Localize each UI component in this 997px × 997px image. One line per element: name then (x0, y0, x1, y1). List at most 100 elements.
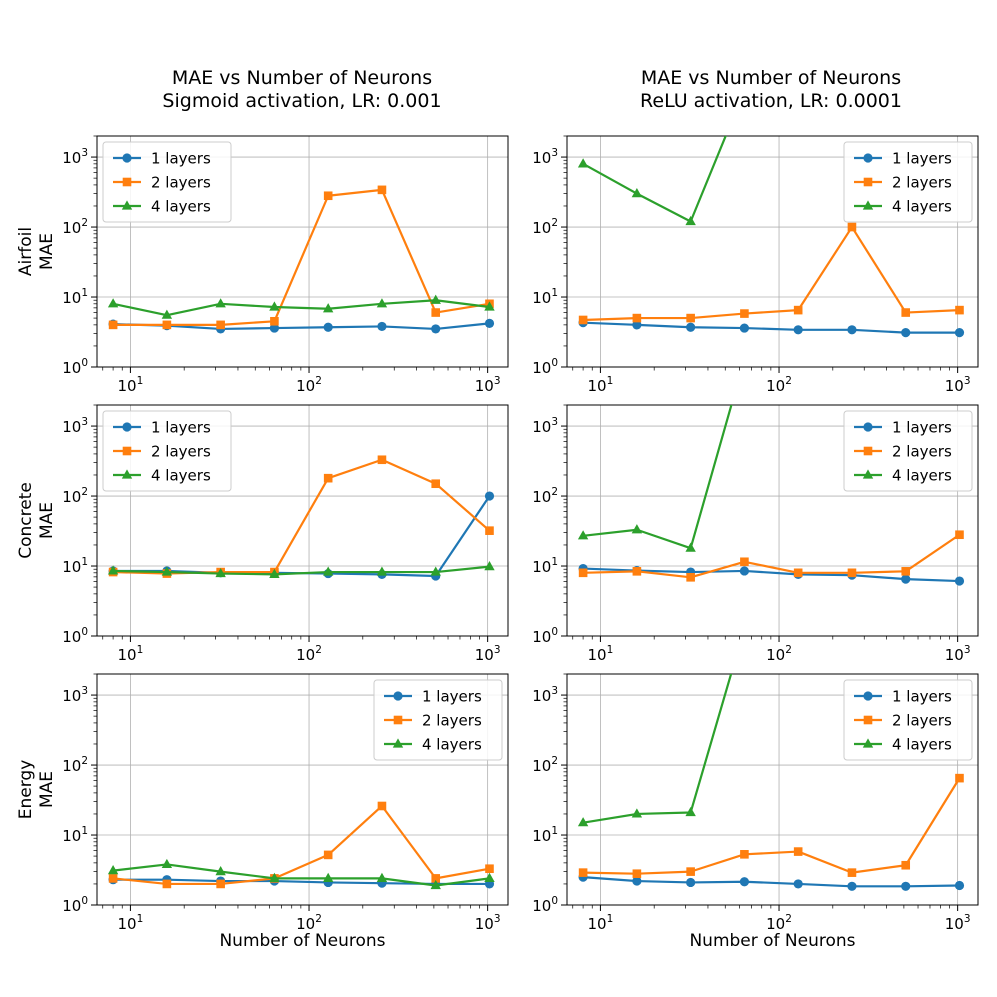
x-tick-label: 101 (588, 913, 614, 933)
legend-marker (862, 469, 874, 479)
data-point (430, 294, 441, 304)
data-point (215, 567, 226, 578)
y-tick-label: 100 (532, 357, 558, 377)
legend-marker (863, 177, 873, 187)
legend: 1 layers 2 layers 4 layers (843, 141, 973, 223)
data-point (847, 325, 857, 335)
y-tick-label: 101 (62, 556, 88, 576)
subplot-6: 101 102 103 100 101 102 103 1 layers 2 layers 4 l… (532, 673, 979, 951)
series-line (583, 225, 960, 322)
data-point (686, 572, 695, 582)
data-point (954, 576, 965, 586)
data-point (955, 305, 964, 315)
data-point (901, 308, 911, 317)
data-point (431, 874, 441, 883)
axes-frame (96, 404, 509, 637)
data-point (901, 860, 911, 870)
legend-marker (122, 422, 132, 432)
ticks: 101 102 103 100 101 102 103 (532, 135, 971, 395)
data-point (632, 320, 642, 330)
data-point (901, 574, 911, 584)
data-point (632, 313, 642, 323)
data-point (793, 305, 803, 315)
legend-label: 1 layers (892, 688, 952, 706)
data-point (377, 185, 387, 195)
legend-entry: 2 layers (854, 443, 952, 461)
data-point (578, 315, 588, 325)
subplot-1: 101 102 103 100 101 102 103 1 layers 2 layers 4 l… (16, 135, 509, 395)
data-point (107, 298, 119, 308)
data-point (485, 864, 494, 874)
legend-entry: 1 layers (854, 688, 952, 706)
series-line (582, 136, 727, 223)
data-point (685, 806, 696, 817)
y-tick-label: 101 (532, 556, 558, 576)
y-tick-label: 103 (62, 416, 88, 436)
data-point (577, 158, 589, 168)
legend-entry: 2 layers (854, 712, 952, 730)
series-group (577, 674, 965, 891)
data-point (632, 869, 642, 879)
data-point (323, 850, 333, 860)
legend-marker (862, 200, 874, 210)
series-line (583, 777, 961, 875)
data-point (631, 524, 643, 534)
x-tick-label: 101 (588, 644, 614, 664)
y-tick-label: 100 (532, 895, 558, 915)
legend-label: 4 layers (892, 198, 952, 216)
legend-label: 4 layers (892, 736, 952, 754)
legend-marker (863, 691, 873, 701)
data-point (431, 479, 441, 489)
y-tick-label: 100 (62, 357, 88, 377)
legend: 1 layers 2 layers 4 layers (102, 141, 232, 223)
data-point (322, 872, 334, 882)
subplot-5: 101 102 103 100 101 102 103 1 layers 2 layers 4 l… (16, 673, 509, 951)
legend-entry: 1 layers (113, 419, 211, 437)
series-line (583, 533, 961, 579)
axes-frame (96, 673, 509, 906)
series-line (112, 299, 490, 317)
legend-box (102, 410, 232, 492)
data-point (631, 808, 643, 818)
series-line (113, 322, 490, 331)
legend-label: 1 layers (892, 419, 952, 437)
data-point (377, 321, 387, 332)
y-tick-label: 101 (532, 825, 558, 845)
y-tick-label: 100 (532, 626, 558, 646)
legend-label: 2 layers (892, 712, 952, 730)
y-tick-label: 103 (532, 147, 558, 167)
series-line (113, 565, 490, 576)
x-tick-label: 102 (296, 913, 322, 933)
legend-label: 2 layers (422, 712, 482, 730)
data-point (484, 872, 495, 882)
data-point (376, 566, 388, 576)
series-1 (578, 872, 965, 891)
x-tick-label: 102 (766, 913, 792, 933)
legend-label: 4 layers (151, 198, 211, 216)
series-line (113, 188, 490, 326)
data-point (793, 847, 803, 856)
y-tick-label: 101 (62, 287, 88, 307)
data-point (323, 473, 333, 483)
data-point (377, 801, 387, 811)
data-point (577, 817, 589, 827)
data-point (955, 530, 964, 540)
data-point (430, 879, 441, 890)
legend-box (843, 141, 973, 223)
y-tick-label: 100 (62, 626, 88, 646)
x-tick-label: 103 (945, 644, 971, 664)
data-point (739, 354, 749, 363)
series-group (107, 801, 495, 890)
y-tick-label: 103 (532, 416, 558, 436)
y-tick-label: 102 (62, 486, 88, 506)
column-title-left: MAE vs Number of Neurons Sigmoid activat… (162, 67, 441, 112)
legend-entry: 2 layers (113, 443, 211, 461)
x-tick-label: 102 (296, 375, 322, 395)
subplots: 101 102 103 100 101 102 103 1 layers 2 layers 4 l… (16, 135, 979, 951)
column-title-right-line1: MAE vs Number of Neurons (641, 67, 901, 89)
series-2 (578, 530, 964, 582)
x-tick-label: 103 (475, 913, 501, 933)
series-group (577, 354, 965, 586)
x-tick-label: 101 (118, 644, 144, 664)
